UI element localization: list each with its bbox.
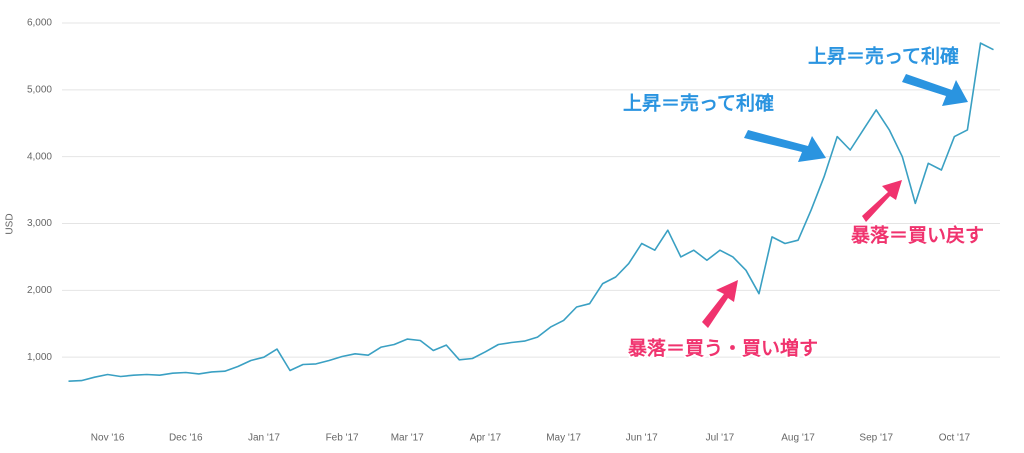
annotation: 上昇＝売って利確 bbox=[623, 92, 774, 115]
y-axis-label: USD bbox=[5, 213, 16, 234]
x-tick-label: Aug '17 bbox=[781, 433, 815, 444]
y-tick-label: 1,000 bbox=[27, 352, 52, 363]
arrow bbox=[702, 280, 738, 328]
x-tick-label: Jun '17 bbox=[626, 433, 658, 444]
price-line bbox=[68, 42, 994, 382]
x-tick-label: Apr '17 bbox=[470, 433, 502, 444]
x-tick-label: May '17 bbox=[546, 433, 581, 444]
annotations: 上昇＝売って利確 上昇＝売って利確 暴落＝買い戻す 暴落＝買う・買い増す bbox=[621, 43, 986, 362]
x-tick-label: Jul '17 bbox=[706, 433, 735, 444]
y-tick-label: 3,000 bbox=[27, 218, 52, 229]
annotation: 上昇＝売って利確 bbox=[808, 45, 959, 68]
y-tick-label: 2,000 bbox=[27, 285, 52, 296]
y-tick-label: 5,000 bbox=[27, 84, 52, 95]
y-tick-label: 6,000 bbox=[27, 18, 52, 29]
plot: 1,000 2,000 3,000 4,000 5,000 6,000 Nov '16 Dec… bbox=[27, 18, 1000, 444]
arrow bbox=[744, 130, 826, 162]
x-tick-label: Jan '17 bbox=[248, 433, 280, 444]
x-tick-label: Oct '17 bbox=[939, 433, 971, 444]
arrow bbox=[862, 180, 902, 222]
annotation: 暴落＝買い戻す bbox=[851, 224, 984, 247]
x-tick-label: Sep '17 bbox=[859, 433, 893, 444]
x-tick-label: Mar '17 bbox=[391, 433, 424, 444]
x-tick-label: Dec '16 bbox=[169, 433, 203, 444]
arrow bbox=[902, 74, 968, 106]
x-tick-label: Feb '17 bbox=[326, 433, 359, 444]
y-tick-label: 4,000 bbox=[27, 151, 52, 162]
x-tick-label: Nov '16 bbox=[91, 433, 125, 444]
annotation: 暴落＝買う・買い増す bbox=[628, 337, 818, 360]
